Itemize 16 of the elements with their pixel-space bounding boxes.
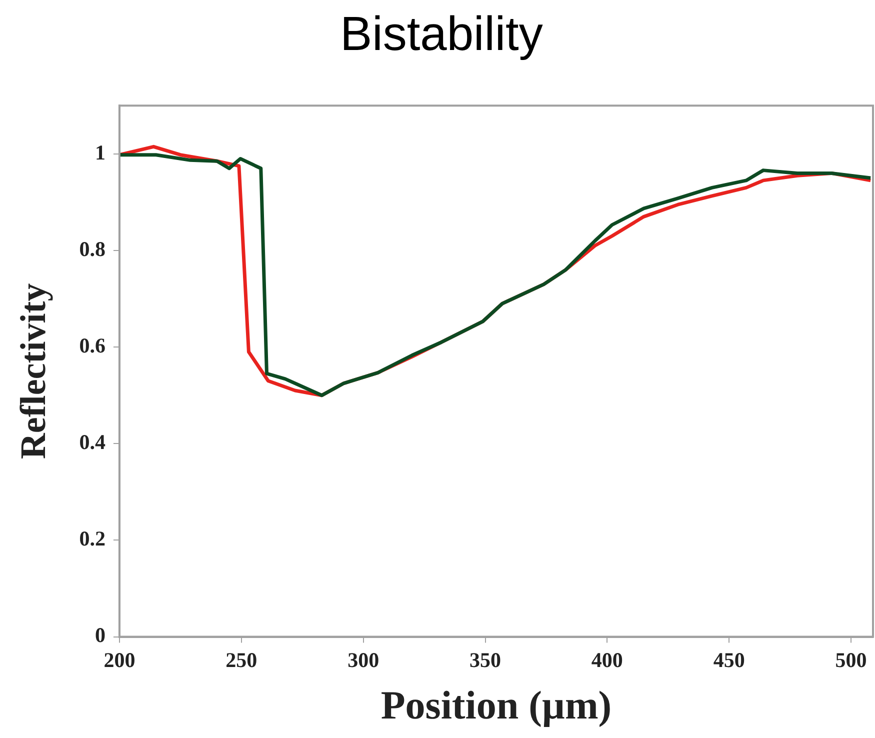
y-tick-label: 0.2 (79, 526, 106, 551)
x-tick-label: 350 (470, 648, 501, 672)
y-tick-label: 0.4 (79, 430, 106, 454)
y-axis-title: Reflectivity (12, 283, 53, 460)
x-axis-title: Position (µm) (380, 682, 612, 728)
x-tick-label: 300 (348, 648, 380, 672)
chart-title: Bistability (340, 8, 543, 62)
y-tick-label: 1 (94, 140, 106, 164)
x-tick-label: 250 (226, 648, 258, 672)
x-tick-label: 200 (104, 648, 136, 672)
y-tick-label: 0 (94, 623, 106, 648)
y-tick-label: 0.8 (79, 236, 106, 261)
x-tick-label: 500 (835, 648, 867, 672)
x-tick-label: 400 (591, 648, 623, 672)
y-tick-label: 0.6 (79, 333, 106, 358)
x-tick-label: 450 (713, 648, 745, 672)
